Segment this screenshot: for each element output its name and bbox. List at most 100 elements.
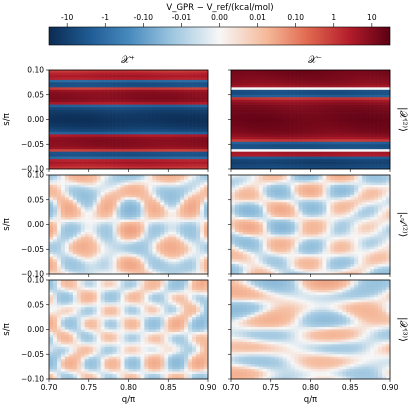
- heatmap-cell: [124, 194, 129, 198]
- heatmap-cell: [290, 84, 295, 88]
- heatmap-cell: [180, 249, 185, 253]
- heatmap-cell: [160, 84, 165, 88]
- heatmap-cell: [184, 112, 189, 115]
- heatmap-cell: [92, 144, 97, 148]
- heatmap-cell: [144, 244, 149, 248]
- heatmap-cell: [180, 244, 185, 248]
- heatmap-cell: [52, 271, 58, 275]
- heatmap-cell: [176, 219, 181, 223]
- heatmap-cell: [176, 222, 181, 225]
- heatmap-cell: [60, 226, 66, 230]
- heatmap-cell: [60, 104, 66, 108]
- heatmap-cell: [188, 239, 193, 243]
- heatmap-cell: [49, 131, 54, 135]
- heatmap-cell: [148, 74, 153, 78]
- heatmap-cell: [322, 161, 327, 165]
- heatmap-cell: [92, 156, 97, 160]
- heatmap-cell: [231, 104, 236, 108]
- heatmap-cell: [120, 241, 125, 245]
- heatmap-cell: [100, 189, 105, 193]
- heatmap-cell: [116, 92, 121, 96]
- heatmap-cell: [242, 149, 248, 152]
- heatmap-cell: [156, 126, 161, 130]
- heatmap-cell: [306, 117, 311, 120]
- heatmap-cell: [238, 197, 244, 201]
- heatmap-cell: [92, 224, 97, 228]
- heatmap-cell: [120, 102, 125, 105]
- heatmap-cell: [92, 87, 97, 91]
- heatmap-cell: [160, 109, 165, 113]
- heatmap-cell: [326, 141, 331, 145]
- heatmap-cell: [120, 119, 125, 123]
- heatmap-cell: [350, 144, 355, 148]
- heatmap-cell: [242, 89, 248, 93]
- heatmap-cell: [92, 204, 97, 208]
- heatmap-cell: [136, 97, 141, 100]
- heatmap-cell: [140, 187, 145, 191]
- heatmap-cell: [334, 154, 339, 157]
- heatmap-cell: [234, 77, 240, 81]
- heatmap-cell: [370, 129, 375, 133]
- heatmap-cell: [246, 119, 252, 123]
- heatmap-cell: [84, 134, 90, 138]
- heatmap-cell: [350, 129, 355, 133]
- heatmap-cell: [128, 72, 133, 76]
- heatmap-cell: [52, 224, 58, 228]
- heatmap-cell: [192, 134, 197, 138]
- heatmap-cell: [144, 159, 149, 162]
- heatmap-cell: [128, 121, 133, 125]
- heatmap-cell: [362, 97, 367, 100]
- heatmap-cell: [254, 141, 260, 145]
- heatmap-cell: [246, 112, 252, 115]
- heatmap-cell: [274, 114, 280, 118]
- heatmap-cell: [84, 149, 90, 152]
- heatmap-cell: [358, 146, 363, 150]
- heatmap-cell: [60, 187, 66, 191]
- heatmap-cell: [310, 136, 315, 140]
- heatmap-cell: [60, 184, 66, 188]
- heatmap-cell: [168, 121, 173, 125]
- heatmap-cell: [362, 141, 367, 145]
- heatmap-cell: [176, 99, 181, 103]
- heatmap-cell: [108, 259, 113, 262]
- heatmap-cell: [164, 134, 169, 138]
- heatmap-cell: [49, 72, 54, 76]
- heatmap-cell: [196, 266, 201, 270]
- heatmap-cell: [238, 229, 244, 233]
- heatmap-cell: [132, 271, 137, 275]
- heatmap-cell: [96, 217, 101, 220]
- heatmap-cell: [270, 114, 276, 118]
- heatmap-cell: [370, 102, 375, 105]
- heatmap-cell: [156, 204, 161, 208]
- heatmap-cell: [164, 269, 169, 272]
- heatmap-cell: [100, 254, 105, 257]
- heatmap-cell: [231, 187, 236, 191]
- heatmap-cell: [270, 97, 276, 100]
- heatmap-cell: [132, 269, 137, 272]
- heatmap-cell: [362, 124, 367, 128]
- heatmap-cell: [266, 77, 272, 81]
- heatmap-cell: [294, 89, 299, 93]
- heatmap-cell: [112, 161, 117, 165]
- heatmap-cell: [172, 134, 177, 138]
- heatmap-cell: [196, 192, 201, 196]
- heatmap-cell: [76, 131, 82, 135]
- heatmap-cell: [200, 131, 205, 135]
- heatmap-cell: [84, 184, 90, 188]
- heatmap-cell: [254, 161, 260, 165]
- heatmap-cell: [254, 102, 260, 105]
- heatmap-cell: [76, 194, 82, 198]
- heatmap-cell: [168, 271, 173, 275]
- heatmap-cell: [184, 154, 189, 157]
- heatmap-cell: [234, 236, 240, 240]
- heatmap-cell: [298, 87, 303, 91]
- heatmap-cell: [358, 144, 363, 148]
- heatmap-cell: [56, 161, 62, 165]
- heatmap-cell: [188, 104, 193, 108]
- heatmap-cell: [326, 131, 331, 135]
- heatmap-cell: [358, 104, 363, 108]
- heatmap-cell: [156, 226, 161, 230]
- heatmap-cell: [310, 139, 315, 143]
- heatmap-cell: [318, 141, 323, 145]
- heatmap-cell: [72, 209, 78, 213]
